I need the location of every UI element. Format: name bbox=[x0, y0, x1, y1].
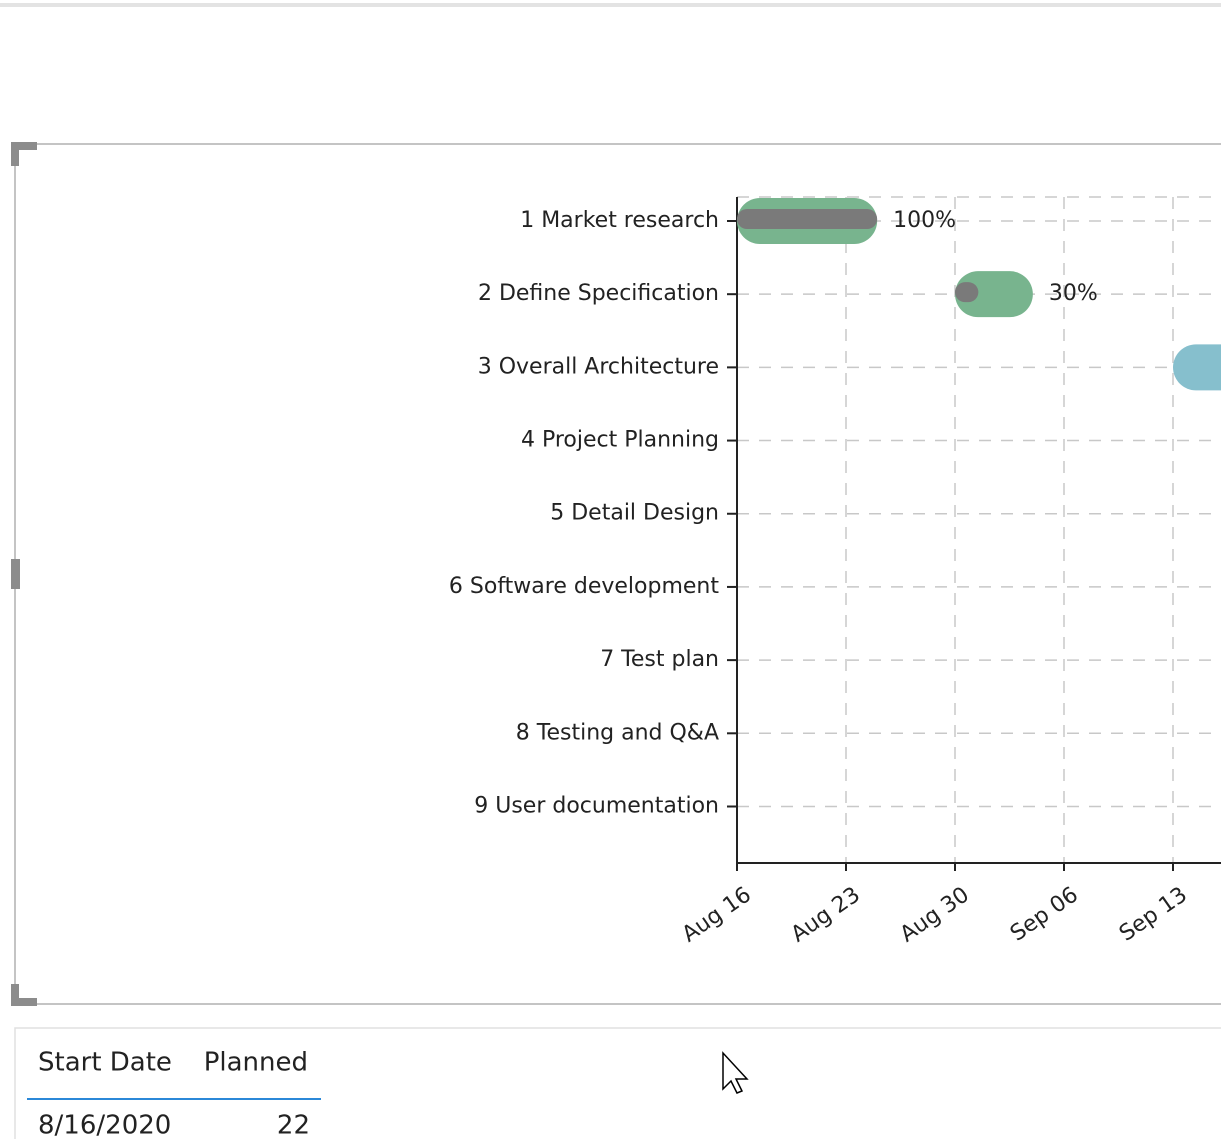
task-bar bbox=[955, 271, 1033, 318]
y-tick-label: 6 Software development bbox=[449, 574, 719, 599]
header-underline bbox=[27, 1098, 321, 1100]
progress-bar bbox=[955, 282, 979, 303]
progress-bar bbox=[737, 209, 878, 229]
table-header[interactable]: Start Date bbox=[38, 1048, 172, 1078]
gantt-chart: Aug 16 Aug 23 Aug 30 Sep 06 Sep 13 1 Market r… bbox=[449, 196, 1221, 948]
progress-label: 30% bbox=[1049, 281, 1098, 306]
x-tick-label: Sep 06 bbox=[1006, 882, 1083, 946]
resize-handle[interactable] bbox=[11, 984, 37, 1006]
x-tick-label: Aug 30 bbox=[896, 882, 974, 947]
top-bar bbox=[0, 3, 1221, 7]
y-tick-label: 4 Project Planning bbox=[521, 428, 719, 453]
y-tick-label: 7 Test plan bbox=[600, 647, 719, 672]
x-tick-label: Sep 13 bbox=[1115, 882, 1192, 946]
table-visual bbox=[14, 1027, 1221, 1139]
y-tick-label: 8 Testing and Q&A bbox=[516, 720, 719, 745]
table-cell: 22 bbox=[277, 1111, 310, 1139]
y-tick-label: 3 Overall Architecture bbox=[478, 354, 719, 379]
progress-label: 100% bbox=[893, 208, 956, 233]
resize-handle[interactable] bbox=[11, 142, 37, 166]
mouse-cursor bbox=[722, 1051, 749, 1094]
resize-handle[interactable] bbox=[11, 559, 20, 589]
y-tick-label: 5 Detail Design bbox=[550, 501, 719, 526]
table-cell: 8/16/2020 bbox=[38, 1111, 171, 1139]
task-bar bbox=[1173, 344, 1221, 391]
x-tick-label: Aug 23 bbox=[787, 882, 865, 947]
y-tick-label: 2 Define Specification bbox=[478, 281, 719, 306]
y-tick-label: 9 User documentation bbox=[474, 793, 719, 818]
table-header[interactable]: Planned bbox=[204, 1048, 308, 1078]
x-tick-label: Aug 16 bbox=[678, 882, 756, 947]
y-tick-label: 1 Market research bbox=[520, 208, 719, 233]
